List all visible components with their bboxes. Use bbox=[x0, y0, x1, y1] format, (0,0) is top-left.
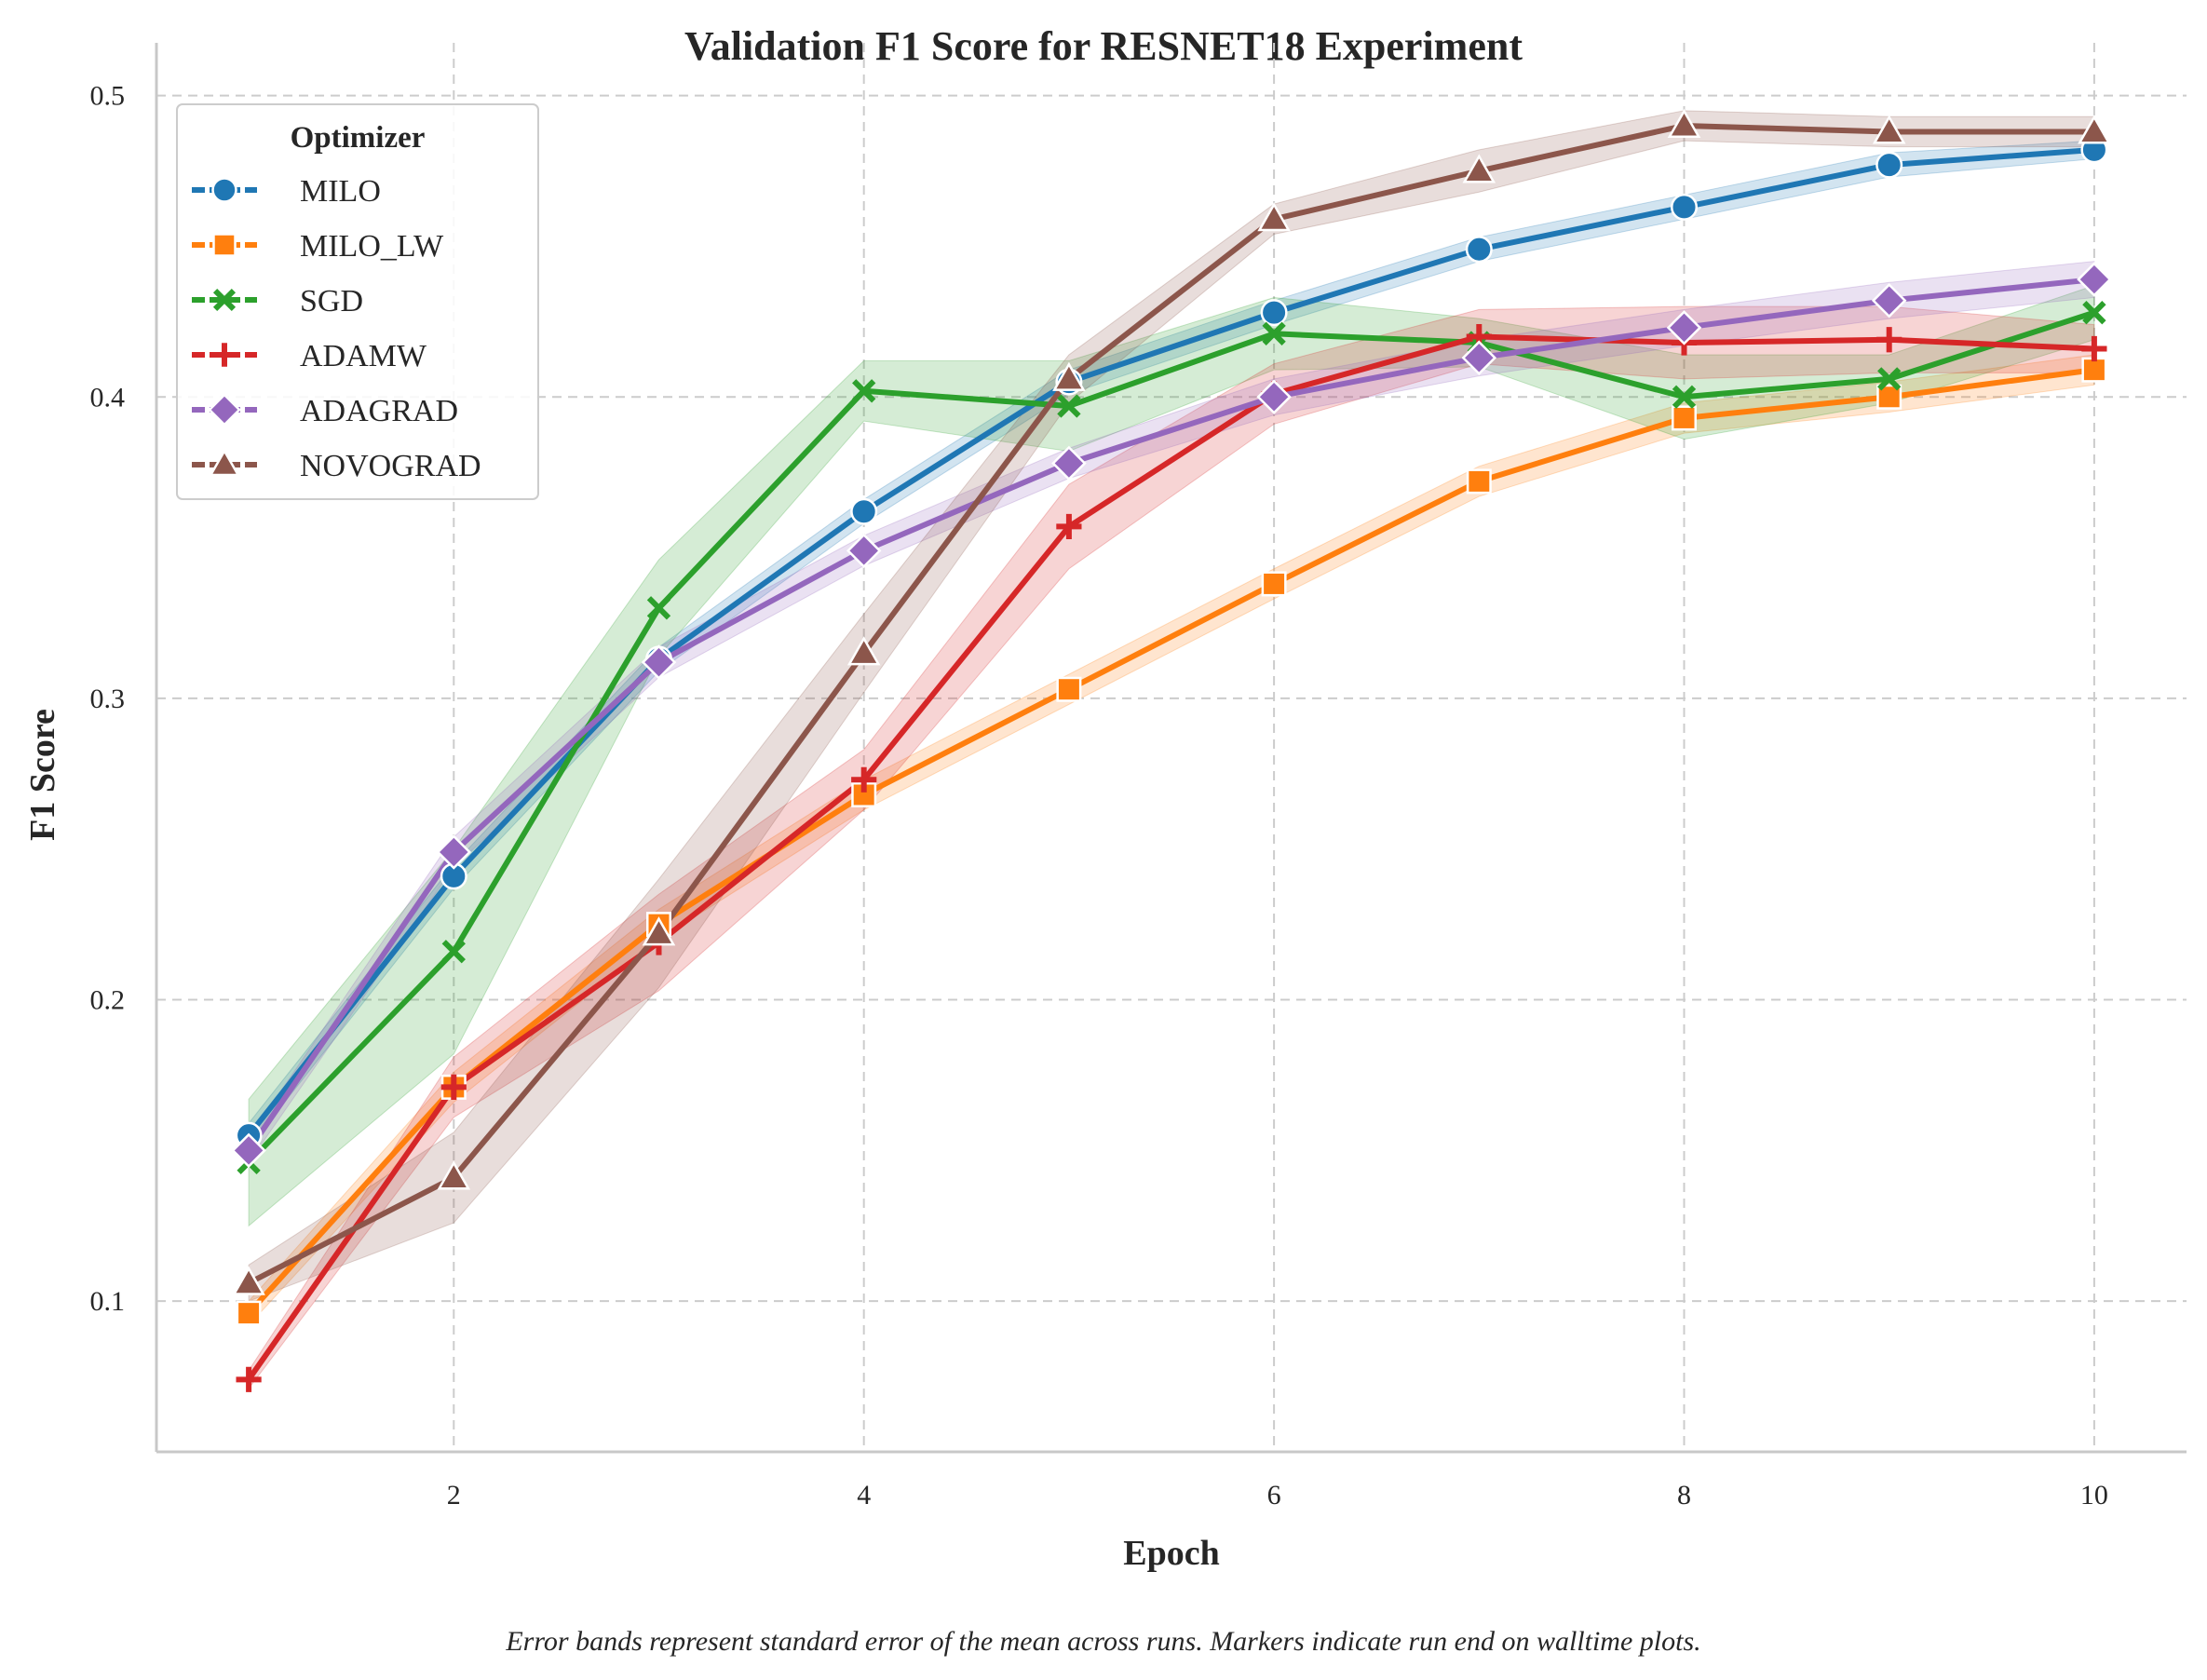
adagrad-error-band bbox=[248, 261, 2095, 1164]
adagrad-point bbox=[1256, 379, 1292, 415]
sgd-point bbox=[1057, 394, 1081, 418]
adamw-point bbox=[1876, 327, 1902, 353]
novograd-point bbox=[1257, 202, 1291, 232]
adamw-point bbox=[236, 1366, 262, 1392]
x-tick-label: 6 bbox=[1267, 1480, 1281, 1511]
adagrad-point bbox=[641, 644, 677, 680]
legend-items: MILO MILO_LW SGD ADAMW ADAGRAD NOVOGRAD bbox=[192, 174, 481, 483]
legend-item-milo-lw: MILO_LW bbox=[192, 229, 444, 264]
adamw-point bbox=[440, 1074, 467, 1100]
legend-title: Optimizer bbox=[291, 121, 426, 155]
sgd-series-line bbox=[246, 309, 2097, 1166]
y-tick-label: 0.4 bbox=[90, 382, 126, 413]
legend-marker-milo bbox=[211, 177, 237, 203]
legend-label-adamw: ADAMW bbox=[300, 339, 427, 373]
sgd-point bbox=[441, 940, 466, 964]
x-tick-label: 4 bbox=[857, 1480, 871, 1511]
milo-lw-error-band bbox=[248, 354, 2095, 1327]
x-tick-label: 2 bbox=[447, 1480, 461, 1511]
legend-item-milo: MILO bbox=[192, 174, 381, 209]
y-axis-label: F1 Score bbox=[23, 709, 62, 841]
novograd-point bbox=[1872, 115, 1906, 144]
y-tick-label: 0.3 bbox=[90, 684, 126, 714]
y-tick-label: 0.1 bbox=[90, 1286, 126, 1317]
series-markers bbox=[231, 108, 2112, 1392]
legend-marker-adamw bbox=[212, 343, 237, 367]
adagrad-series-line bbox=[246, 277, 2097, 1154]
milo-lw-point bbox=[2081, 357, 2107, 383]
milo-lw-series-line bbox=[246, 367, 2097, 1317]
legend-marker-adagrad bbox=[208, 393, 241, 427]
novograd-point bbox=[232, 1266, 265, 1295]
x-axis-label: Epoch bbox=[1123, 1534, 1219, 1573]
milo-lw-point bbox=[236, 1300, 262, 1326]
adagrad-point bbox=[1461, 340, 1497, 375]
adagrad-point bbox=[1051, 445, 1087, 481]
milo-point bbox=[1465, 236, 1493, 264]
legend-marker-novograd bbox=[209, 448, 240, 477]
adagrad-point bbox=[846, 533, 882, 569]
chart-caption: Error bands represent standard error of … bbox=[505, 1626, 1700, 1657]
adagrad-point bbox=[1871, 282, 1907, 318]
novograd-series-line bbox=[246, 123, 2097, 1286]
milo-point bbox=[850, 497, 878, 525]
x-tick-labels: 2 4 6 8 10 bbox=[447, 1480, 2108, 1511]
adagrad-point bbox=[2077, 262, 2112, 297]
milo-lw-point bbox=[1672, 405, 1697, 431]
sgd-point bbox=[646, 596, 671, 620]
novograd-point bbox=[1462, 154, 1496, 183]
legend-label-milo: MILO bbox=[300, 174, 381, 209]
legend-item-sgd: SGD bbox=[192, 284, 363, 318]
legend-label-milo-lw: MILO_LW bbox=[300, 229, 444, 264]
novograd-point bbox=[1052, 361, 1086, 391]
milo-point bbox=[1260, 299, 1288, 327]
sgd-point bbox=[852, 379, 876, 403]
legend-box bbox=[176, 103, 539, 500]
legend-item-adagrad: ADAGRAD bbox=[192, 393, 458, 428]
y-tick-labels: 0.1 0.2 0.3 0.4 0.5 bbox=[90, 81, 126, 1318]
adamw-point bbox=[1056, 513, 1082, 540]
chart-title: Validation F1 Score for RESNET18 Experim… bbox=[684, 23, 1523, 69]
sgd-point bbox=[1672, 385, 1697, 409]
y-tick-label: 0.5 bbox=[90, 81, 126, 112]
legend-marker-milo-lw bbox=[212, 233, 237, 257]
sgd-point bbox=[2082, 300, 2106, 325]
novograd-point bbox=[642, 916, 676, 946]
milo-lw-point bbox=[1261, 571, 1287, 597]
sgd-point bbox=[1262, 321, 1286, 345]
adagrad-point bbox=[1666, 310, 1702, 345]
adamw-point bbox=[851, 766, 877, 793]
novograd-point bbox=[1667, 108, 1701, 138]
sgd-point bbox=[1877, 367, 1902, 391]
milo-point bbox=[1670, 193, 1699, 221]
legend: Optimizer MILO MILO_LW SGD ADAMW ADAGRAD NOVO… bbox=[176, 103, 539, 500]
novograd-point bbox=[437, 1160, 471, 1190]
milo-lw-point bbox=[1466, 468, 1492, 495]
legend-label-sgd: SGD bbox=[300, 284, 363, 318]
milo-point bbox=[1875, 151, 1903, 179]
adagrad-point bbox=[436, 834, 472, 870]
legend-label-novograd: NOVOGRAD bbox=[300, 449, 481, 483]
legend-marker-sgd bbox=[212, 288, 237, 312]
novograd-point bbox=[846, 636, 881, 666]
legend-label-adagrad: ADAGRAD bbox=[300, 394, 458, 428]
milo-series-line bbox=[246, 146, 2097, 1139]
adamw-series-line bbox=[246, 333, 2097, 1383]
x-tick-label: 8 bbox=[1677, 1480, 1691, 1511]
legend-item-adamw: ADAMW bbox=[192, 339, 427, 373]
y-tick-label: 0.2 bbox=[90, 985, 126, 1016]
legend-item-novograd: NOVOGRAD bbox=[192, 448, 481, 483]
adamw-point bbox=[2081, 335, 2107, 362]
milo-lw-point bbox=[1056, 676, 1082, 702]
adagrad-point bbox=[231, 1132, 266, 1169]
series-lines bbox=[246, 123, 2097, 1383]
novograd-point bbox=[2078, 115, 2111, 144]
x-tick-label: 10 bbox=[2080, 1480, 2108, 1511]
